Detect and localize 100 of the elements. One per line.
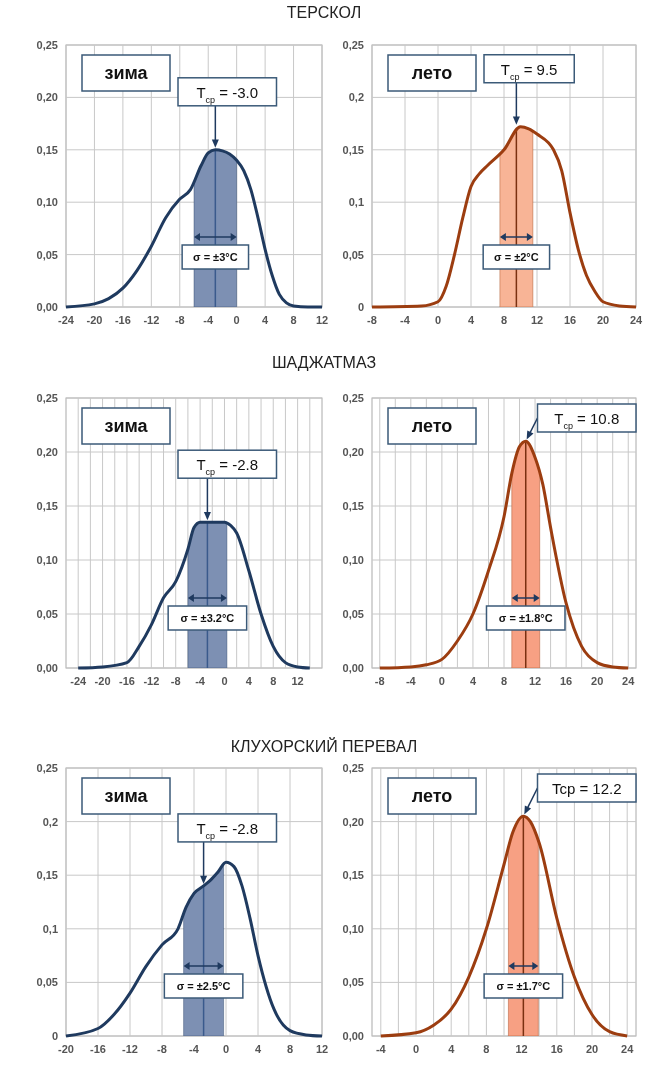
x-tick-label: -16 <box>90 1043 106 1055</box>
y-tick-label: 0,05 <box>36 608 58 620</box>
x-tick-label: 8 <box>286 1043 294 1055</box>
y-tick-label: 0 <box>51 1030 58 1042</box>
annotation: лето <box>411 786 453 806</box>
chart-title: КЛУХОРСКИЙ ПЕРЕВАЛ <box>230 737 418 755</box>
x-tick-label: -24 <box>58 314 75 326</box>
x-tick-label: 12 <box>315 314 329 326</box>
chart-title: ТЕРСКОЛ <box>286 4 362 21</box>
annotation: зима <box>104 416 149 436</box>
y-tick-label: 0,00 <box>342 662 364 674</box>
y-tick-label: 0,10 <box>342 922 364 935</box>
x-tick-label: 4 <box>254 1043 262 1055</box>
x-tick-label: 0 <box>438 675 445 687</box>
annotation: лето <box>411 63 453 83</box>
x-tick-label: 20 <box>591 675 604 687</box>
x-tick-label: 20 <box>585 1043 599 1055</box>
y-tick-label: 0,15 <box>342 143 364 156</box>
x-tick-label: 8 <box>500 314 508 326</box>
annotation: Tcp = 12.2 <box>551 780 622 797</box>
x-tick-label: 24 <box>629 314 643 326</box>
x-tick-label: 8 <box>270 675 277 687</box>
y-tick-label: 0 <box>357 301 364 313</box>
y-tick-label: 0,20 <box>342 815 364 828</box>
y-tick-label: 0,05 <box>36 248 58 261</box>
x-tick-label: -12 <box>122 1043 138 1055</box>
x-tick-label: -8 <box>174 314 185 326</box>
y-tick-label: 0,20 <box>36 446 58 458</box>
annotation: лето <box>411 416 453 436</box>
x-tick-label: -16 <box>114 314 131 326</box>
x-tick-label: 24 <box>621 1043 635 1055</box>
y-tick-label: 0,00 <box>342 1030 364 1042</box>
y-tick-label: 0,00 <box>36 301 58 313</box>
y-tick-label: 0,05 <box>342 608 364 620</box>
y-tick-label: 0,15 <box>36 143 58 156</box>
annotation: T$_{ср}$ = -2.8 <box>196 456 259 478</box>
x-tick-label: 20 <box>596 314 610 326</box>
line-series <box>76 520 312 670</box>
chart-title: ШАДЖАТМАЗ <box>271 354 377 371</box>
x-tick-label: 24 <box>622 675 636 687</box>
x-tick-label: 0 <box>221 675 228 687</box>
x-tick-label: 0 <box>434 314 442 326</box>
x-tick-label: -20 <box>58 1043 74 1055</box>
x-tick-label: -4 <box>405 675 417 687</box>
x-tick-label: -16 <box>119 675 135 687</box>
annotation: зима <box>104 63 149 83</box>
x-tick-label: -8 <box>170 675 181 687</box>
annotation: T$_{ср}$ = 10.8 <box>554 410 620 431</box>
x-tick-label: -8 <box>374 675 385 687</box>
annotation: T$_{ср}$ = -2.8 <box>196 819 259 841</box>
x-tick-label: 16 <box>563 314 577 326</box>
y-tick-label: 0,25 <box>36 392 58 404</box>
y-tick-label: 0,05 <box>342 248 364 261</box>
x-tick-label: 4 <box>448 1043 456 1055</box>
annotation: T$_{ср}$ = -3.0 <box>196 83 259 105</box>
y-tick-label: 0,25 <box>342 39 364 51</box>
y-tick-label: 0,25 <box>36 762 58 774</box>
y-tick-label: 0,2 <box>42 815 58 828</box>
y-tick-label: 0,15 <box>36 500 58 512</box>
x-tick-label: 12 <box>528 675 542 687</box>
x-tick-label: 0 <box>412 1043 420 1055</box>
annotation: T$_{ср}$ = 9.5 <box>500 60 558 82</box>
x-tick-label: -8 <box>157 1043 167 1055</box>
annotation: σ = ±1.8°C <box>498 612 553 624</box>
x-tick-label: -4 <box>400 314 411 326</box>
y-tick-label: 0,10 <box>342 554 364 566</box>
y-tick-label: 0,10 <box>36 196 58 209</box>
y-tick-label: 0,15 <box>342 869 364 882</box>
x-tick-label: 0 <box>222 1043 230 1055</box>
y-tick-label: 0,10 <box>36 554 58 566</box>
x-tick-label: 4 <box>469 675 477 687</box>
y-tick-label: 0,25 <box>342 762 364 774</box>
y-tick-label: 0,25 <box>342 392 364 404</box>
annotation: зима <box>104 786 149 806</box>
annotation: σ = ±3°C <box>193 251 238 263</box>
x-tick-label: -24 <box>70 675 88 687</box>
y-tick-label: 0,05 <box>36 976 58 989</box>
annotation: σ = ±2.5°C <box>176 980 231 992</box>
y-tick-label: 0,1 <box>42 922 58 935</box>
x-tick-label: 8 <box>483 1043 490 1055</box>
x-tick-label: 12 <box>530 314 544 326</box>
x-tick-label: 16 <box>550 1043 563 1055</box>
x-tick-label: -12 <box>143 314 160 326</box>
y-tick-label: 0,15 <box>36 869 58 882</box>
annotation: σ = ±1.7°C <box>496 980 551 992</box>
y-tick-label: 0,2 <box>348 91 364 104</box>
x-tick-label: 4 <box>262 314 270 326</box>
y-tick-label: 0,05 <box>342 976 364 989</box>
x-tick-label: -12 <box>143 675 160 687</box>
x-tick-label: 4 <box>245 675 253 687</box>
x-tick-label: -4 <box>189 1043 200 1055</box>
x-tick-label: -4 <box>195 675 206 687</box>
y-tick-label: 0,15 <box>342 500 364 512</box>
y-tick-label: 0,00 <box>36 662 58 674</box>
x-tick-label: 12 <box>291 675 304 687</box>
y-tick-label: 0,1 <box>348 196 364 209</box>
x-tick-label: 4 <box>467 314 475 326</box>
x-tick-label: 0 <box>233 314 240 326</box>
y-tick-label: 0,25 <box>36 39 58 51</box>
x-tick-label: 8 <box>500 675 508 687</box>
